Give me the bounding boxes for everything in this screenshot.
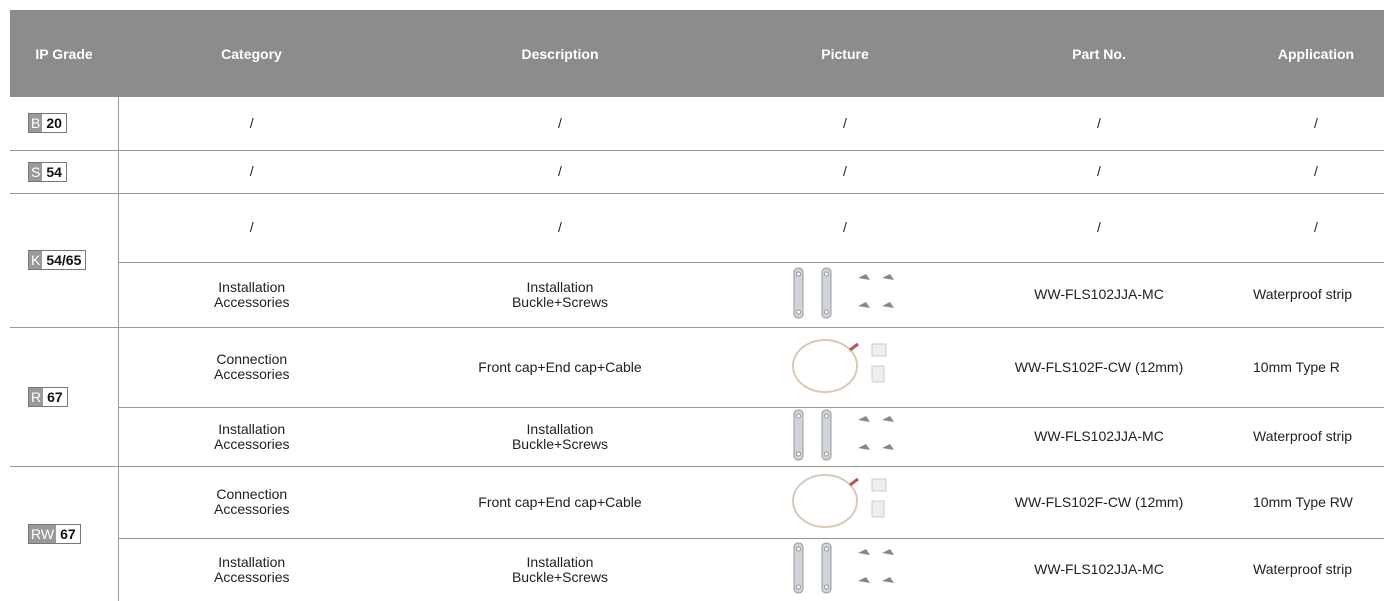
application-cell: Waterproof strip — [1243, 407, 1384, 467]
part-no-cell: WW-FLS102F-CW (12mm) — [955, 466, 1243, 539]
category-cell: Connection Accessories — [118, 327, 385, 408]
picture-cell: / — [735, 150, 955, 194]
application-cell: Waterproof strip — [1243, 262, 1384, 328]
grade-cell: S 54 — [10, 150, 119, 194]
part-no-cell: WW-FLS102JJA-MC — [955, 538, 1243, 601]
part-no-cell: / — [955, 150, 1243, 194]
badge-letter: K — [29, 251, 43, 269]
picture-cell — [735, 327, 955, 408]
header-cell: Part No. — [955, 10, 1243, 97]
badge-number: 67 — [56, 524, 80, 543]
badge-letter: RW — [29, 524, 57, 543]
table-row: Installation Accessories Installation Buc… — [10, 262, 1384, 328]
product-image — [780, 338, 910, 399]
badge-number: 67 — [43, 387, 67, 406]
category-cell: Connection Accessories — [118, 466, 385, 539]
picture-cell — [735, 538, 955, 601]
header-cell: Picture — [735, 10, 955, 97]
description-cell: Installation Buckle+Screws — [385, 262, 735, 328]
table-row: Installation Accessories Installation Buc… — [10, 538, 1384, 601]
table-row: Installation Accessories Installation Buc… — [10, 407, 1384, 467]
category-cell: Installation Accessories — [118, 538, 385, 601]
picture-cell: / — [735, 193, 955, 263]
product-image — [780, 473, 910, 534]
category-cell: / — [118, 97, 385, 151]
table-row: K 54/65// / / / — [10, 193, 1384, 328]
header-cell: Description — [385, 10, 735, 97]
table-wrap: IP Grade Category Description Picture Part N… — [10, 10, 1384, 601]
application-cell: / — [1243, 150, 1384, 194]
picture-cell: / — [735, 97, 955, 151]
description-cell: Installation Buckle+Screws — [385, 407, 735, 467]
application-cell: 10mm Type RW — [1243, 466, 1384, 539]
table-row: S 54// / / / — [10, 150, 1384, 194]
part-no-cell: / — [955, 97, 1243, 151]
application-cell: 10mm Type R — [1243, 327, 1384, 408]
application-cell: / — [1243, 193, 1384, 263]
table-row: RW 67 Connection Accessories Front cap+End … — [10, 466, 1384, 601]
table-row: B 20// / / / — [10, 97, 1384, 151]
ip-badge: RW 67 — [28, 523, 81, 544]
description-cell: / — [385, 193, 735, 263]
description-cell: Front cap+End cap+Cable — [385, 466, 735, 539]
description-cell: Front cap+End cap+Cable — [385, 327, 735, 408]
part-no-cell: WW-FLS102F-CW (12mm) — [955, 327, 1243, 408]
header-row: IP Grade Category Description Picture Part N… — [10, 10, 1384, 97]
application-cell: / — [1243, 97, 1384, 151]
description-cell: / — [385, 150, 735, 194]
grade-cell: RW 67 — [10, 466, 119, 601]
ip-badge: S 54 — [28, 161, 67, 182]
table-body: B 20// / / / S 54// / / / K 54/65// / / / Installation … — [10, 97, 1384, 601]
part-no-cell: / — [955, 193, 1243, 263]
badge-number: 54 — [42, 162, 66, 181]
header-cell: IP Grade — [10, 10, 118, 97]
header-cell: Application — [1243, 10, 1384, 97]
grade-cell: R 67 — [10, 327, 119, 467]
ip-badge: K 54/65 — [28, 250, 87, 270]
part-no-cell: WW-FLS102JJA-MC — [955, 262, 1243, 328]
table-row: R 67 Connection Accessories Front cap+End c… — [10, 327, 1384, 467]
category-cell: / — [118, 150, 385, 194]
product-image — [780, 542, 910, 598]
ip-badge: B 20 — [28, 113, 67, 134]
description-cell: / — [385, 97, 735, 151]
category-cell: / — [118, 193, 385, 263]
product-image — [780, 267, 910, 323]
badge-letter: B — [29, 114, 43, 133]
badge-number: 20 — [42, 114, 66, 133]
grade-cell: K 54/65 — [10, 193, 119, 328]
picture-cell — [735, 466, 955, 539]
product-image — [780, 409, 910, 465]
grade-cell: B 20 — [10, 97, 119, 151]
picture-cell — [735, 262, 955, 328]
spec-table: IP Grade Category Description Picture Part N… — [10, 10, 1384, 601]
badge-number: 54/65 — [42, 251, 86, 269]
description-cell: Installation Buckle+Screws — [385, 538, 735, 601]
badge-letter: R — [29, 387, 44, 406]
badge-letter: S — [29, 162, 43, 181]
header-cell: Category — [118, 10, 385, 97]
application-cell: Waterproof strip — [1243, 538, 1384, 601]
category-cell: Installation Accessories — [118, 262, 385, 328]
ip-badge: R 67 — [28, 386, 68, 407]
category-cell: Installation Accessories — [118, 407, 385, 467]
picture-cell — [735, 407, 955, 467]
part-no-cell: WW-FLS102JJA-MC — [955, 407, 1243, 467]
